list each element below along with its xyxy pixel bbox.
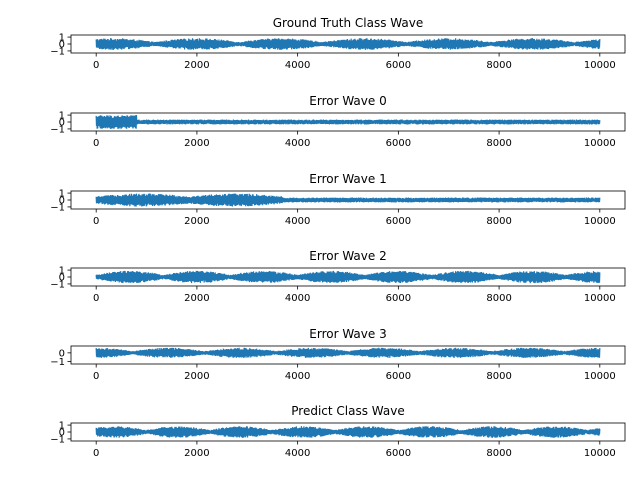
subplot-2-xtick-label-3: 6000 <box>386 216 411 227</box>
subplot-0-xtick-label-1: 2000 <box>184 60 209 71</box>
subplot-4-xtick-label-4: 8000 <box>486 371 511 382</box>
subplot-2-series-0-line <box>95 193 601 207</box>
subplot-3-xtick-label-2: 4000 <box>285 293 310 304</box>
subplot-0-series-0-line <box>95 38 601 50</box>
subplot-2-xtick-label-4: 8000 <box>486 216 511 227</box>
subplot-2-ytick-label-2: 1 <box>59 189 65 200</box>
subplot-2-title: Error Wave 1 <box>309 172 386 186</box>
subplot-1-ytick-label-0: −1 <box>50 124 65 135</box>
subplot-5-xtick-label-0: 0 <box>93 448 99 459</box>
subplot-1-xtick-label-5: 10000 <box>584 138 616 149</box>
subplot-5-series-0-line <box>95 426 601 438</box>
subplot-1-ytick-label-2: 1 <box>59 111 65 122</box>
subplot-5-title: Predict Class Wave <box>291 404 404 418</box>
subplot-4-series-0-line <box>95 347 601 358</box>
subplot-3-xtick-label-1: 2000 <box>184 293 209 304</box>
subplot-4-xtick-label-1: 2000 <box>184 371 209 382</box>
subplot-1-xtick-label-3: 6000 <box>386 138 411 149</box>
subplot-4-xtick-label-0: 0 <box>93 371 99 382</box>
subplot-3-xtick-label-3: 6000 <box>386 293 411 304</box>
subplot-4-xtick-label-2: 4000 <box>285 371 310 382</box>
subplot-5-xtick-label-4: 8000 <box>486 448 511 459</box>
subplot-5-ytick-label-1: 0 <box>59 428 65 439</box>
subplot-4-xtick-label-3: 6000 <box>386 371 411 382</box>
subplot-3-ytick-label-2: 1 <box>59 266 65 277</box>
subplot-0-ytick-label-1: 0 <box>59 40 65 51</box>
subplot-2-xtick-label-0: 0 <box>93 216 99 227</box>
subplot-1-series-0-line <box>95 115 601 129</box>
subplot-3-series-0-line <box>95 270 601 284</box>
subplot-1-ytick-label-1: 0 <box>59 118 65 129</box>
subplot-5-ytick-label-0: −1 <box>50 434 65 445</box>
subplot-4-frame <box>70 345 626 365</box>
subplot-4-title: Error Wave 3 <box>309 327 386 341</box>
subplot-0-title: Ground Truth Class Wave <box>273 16 424 30</box>
subplot-1-xtick-label-2: 4000 <box>285 138 310 149</box>
subplot-2-ytick-label-0: −1 <box>50 202 65 213</box>
subplot-3-xtick-label-0: 0 <box>93 293 99 304</box>
subplot-2-xtick-label-1: 2000 <box>184 216 209 227</box>
subplot-0-xtick-label-2: 4000 <box>285 60 310 71</box>
subplot-1-xtick-label-4: 8000 <box>486 138 511 149</box>
subplot-3-ytick-label-1: 0 <box>59 273 65 284</box>
subplot-1-xtick-label-1: 2000 <box>184 138 209 149</box>
subplot-4-ytick-label-0: −1 <box>50 357 65 368</box>
subplot-0-xtick-label-0: 0 <box>93 60 99 71</box>
subplot-4-xtick-label-5: 10000 <box>584 371 616 382</box>
subplot-4-ytick-label-1: 0 <box>59 348 65 359</box>
subplot-5-xtick-label-3: 6000 <box>386 448 411 459</box>
subplot-0-xtick-label-4: 8000 <box>486 60 511 71</box>
subplot-5-xtick-label-2: 4000 <box>285 448 310 459</box>
subplot-3-xtick-label-4: 8000 <box>486 293 511 304</box>
subplot-2-ytick-label-1: 0 <box>59 196 65 207</box>
subplot-3-ytick-label-0: −1 <box>50 279 65 290</box>
subplot-1-xtick-label-0: 0 <box>93 138 99 149</box>
subplot-0-xtick-label-3: 6000 <box>386 60 411 71</box>
subplot-2-xtick-label-2: 4000 <box>285 216 310 227</box>
subplot-5-ytick-label-2: 1 <box>59 421 65 432</box>
subplot-3-xtick-label-5: 10000 <box>584 293 616 304</box>
subplot-0-ytick-label-2: 1 <box>59 33 65 44</box>
subplot-0-xtick-label-5: 10000 <box>584 60 616 71</box>
subplot-5-xtick-label-1: 2000 <box>184 448 209 459</box>
subplot-3-title: Error Wave 2 <box>309 249 386 263</box>
subplot-2-xtick-label-5: 10000 <box>584 216 616 227</box>
subplot-1-title: Error Wave 0 <box>309 94 386 108</box>
subplot-0-ytick-label-0: −1 <box>50 46 65 57</box>
subplot-5-xtick-label-5: 10000 <box>584 448 616 459</box>
